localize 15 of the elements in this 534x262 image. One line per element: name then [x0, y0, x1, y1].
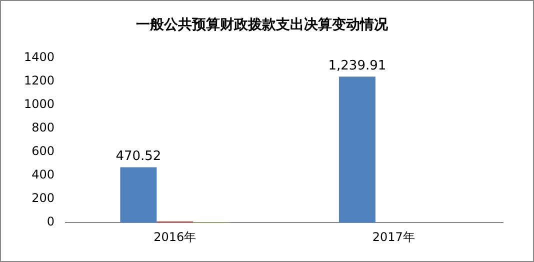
y-tick-label: 1400: [24, 50, 55, 64]
y-tick-label: 200: [32, 191, 55, 206]
y-tick-label: 0: [46, 214, 55, 229]
data-label: 470.52: [116, 149, 162, 164]
y-tick-label: 400: [32, 168, 55, 182]
chart-title: 一般公共预算财政拨款支出决算变动情况: [136, 16, 389, 34]
bar: [120, 167, 157, 223]
x-tick-label: 2017年: [372, 230, 415, 244]
y-tick-label: 1200: [24, 73, 55, 88]
y-tick-label: 600: [32, 144, 55, 158]
x-tick-label: 2016年: [154, 230, 196, 244]
y-tick-label: 1000: [24, 97, 55, 112]
data-label: 1,239.91: [328, 58, 386, 74]
bar: [338, 76, 376, 223]
y-tick-label: 800: [32, 120, 55, 135]
